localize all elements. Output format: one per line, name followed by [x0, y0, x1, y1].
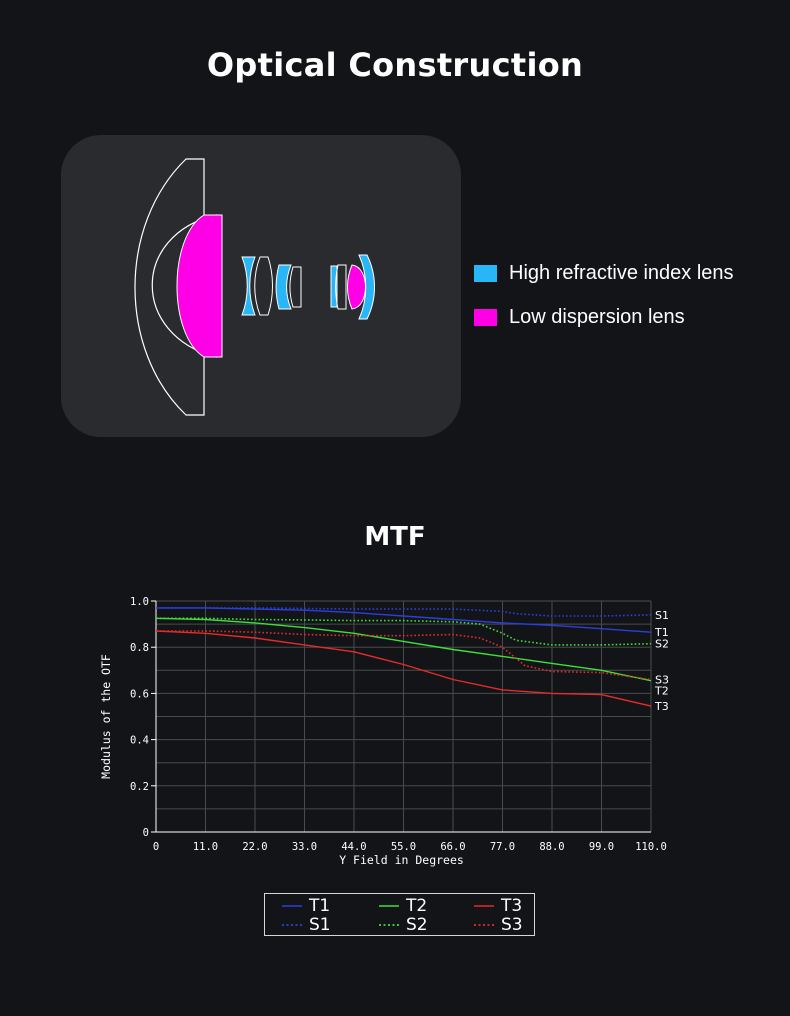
y-tick-label: 0.4 [130, 735, 149, 747]
legend-t1: T1 [309, 896, 331, 916]
x-tick-label: 110.0 [635, 841, 667, 853]
x-tick-label: 11.0 [193, 841, 218, 853]
y-tick-label: 0 [143, 827, 149, 839]
end-label-s3: S3 [655, 674, 669, 687]
x-tick-label: 88.0 [539, 841, 564, 853]
chart-title: MTF [364, 522, 426, 552]
end-label-t3: T3 [654, 700, 669, 713]
series-line-s3 [156, 630, 652, 681]
y-axis-label: Modulus of the OTF [99, 654, 113, 779]
end-label-t2: T2 [654, 685, 669, 698]
end-label-s1: S1 [655, 609, 669, 622]
x-tick-label: 22.0 [242, 841, 267, 853]
series-line-t2 [155, 617, 652, 682]
legend-t3: T3 [501, 896, 523, 916]
chart-legend: T1 S1 T2 S2 T3 S3 [264, 893, 535, 936]
x-tick-label: 33.0 [292, 841, 317, 853]
lens-element-7 [330, 265, 338, 308]
legend-s3: S3 [501, 915, 523, 935]
legend-item-low-dispersion: Low dispersion lens [474, 306, 685, 329]
x-tick-label: 77.0 [490, 841, 515, 853]
x-tick-label: 66.0 [440, 841, 465, 853]
lens-element-2 [176, 214, 223, 358]
optical-construction-panel [61, 135, 461, 437]
lens-element-3 [241, 256, 256, 316]
lens-element-5 [275, 264, 292, 310]
legend-label: High refractive index lens [509, 262, 734, 284]
lens-diagram [134, 158, 375, 416]
lens-element-6 [289, 266, 302, 308]
mtf-chart: 0 11.0 22.0 33.0 44.0 55.0 66.0 77.0 88.0 99.0 110… [99, 596, 669, 867]
series-line-t1 [156, 607, 652, 633]
x-axis-label: Y Field in Degrees [339, 853, 464, 867]
x-tick-label: 44.0 [341, 841, 366, 853]
lens-element-4 [254, 256, 273, 316]
legend-t2: T2 [406, 896, 428, 916]
y-tick-label: 0.2 [130, 781, 149, 793]
legend-s2: S2 [406, 915, 428, 935]
lens-element-10 [358, 254, 375, 320]
lens-element-8 [335, 264, 347, 310]
legend-label: Low dispersion lens [509, 306, 685, 328]
page-title: Optical Construction [206, 46, 584, 84]
x-tick-label: 0 [153, 841, 159, 853]
legend-item-high-index: High refractive index lens [474, 262, 734, 285]
cyan-swatch [474, 265, 497, 282]
y-tick-label: 0.6 [130, 688, 149, 700]
series-line-s2 [156, 617, 652, 646]
x-tick-label: 99.0 [589, 841, 614, 853]
end-label-t1: T1 [654, 626, 669, 639]
y-tick-label: 1.0 [130, 596, 149, 608]
magenta-swatch [474, 309, 497, 326]
legend-s1: S1 [309, 915, 331, 935]
end-label-s2: S2 [655, 638, 669, 651]
x-tick-label: 55.0 [391, 841, 416, 853]
legend-lines [282, 905, 494, 926]
lens-element-9 [347, 264, 366, 310]
y-tick-label: 0.8 [130, 642, 149, 654]
series-line-t3 [155, 630, 652, 707]
